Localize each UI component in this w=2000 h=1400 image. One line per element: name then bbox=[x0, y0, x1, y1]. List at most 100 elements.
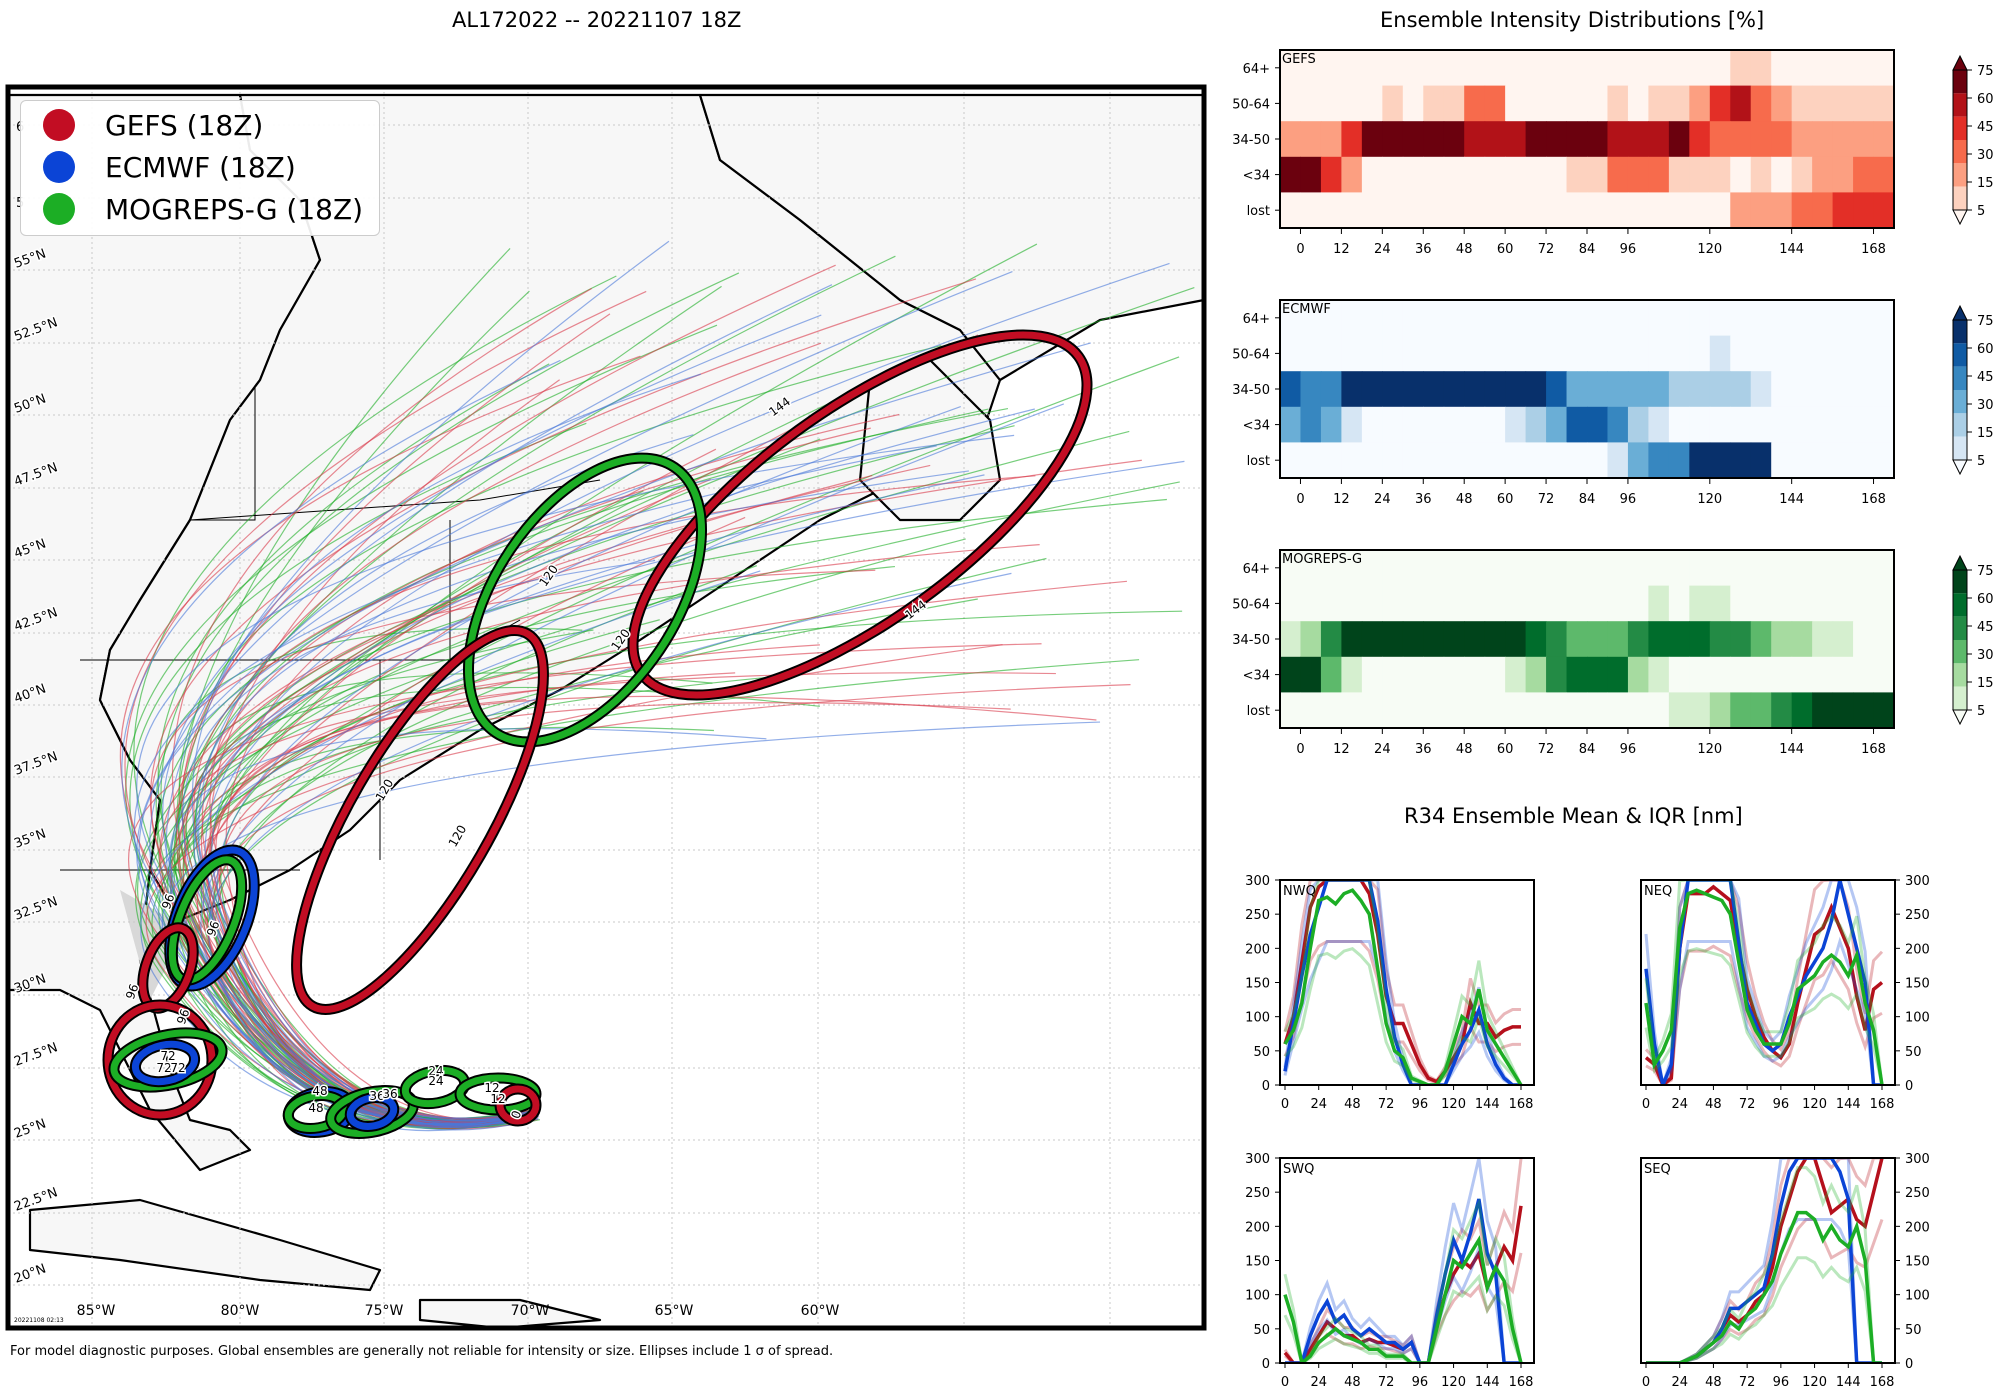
heatmap-cell bbox=[1689, 406, 1711, 443]
heatmap-cell bbox=[1566, 192, 1588, 229]
heatmap-cell bbox=[1668, 192, 1690, 229]
heatmap-cell bbox=[1546, 85, 1568, 122]
heatmap-cell bbox=[1853, 192, 1875, 229]
heatmap-cell bbox=[1361, 442, 1383, 479]
r34-y-label: 100 bbox=[1245, 1289, 1270, 1304]
heatmap-cell bbox=[1730, 621, 1752, 658]
r34-x-label: 72 bbox=[1739, 1097, 1756, 1112]
heatmap-cell bbox=[1689, 121, 1711, 158]
intensity-panel-ecmwf: ECMWF 64+ 50-64 34-50 <34 lost 0 12 24 36 48 60 72 84… bbox=[1232, 299, 1994, 507]
heatmap-cell bbox=[1627, 335, 1649, 372]
heatmap-row-label: <34 bbox=[1243, 419, 1270, 434]
heatmap-x-label: 36 bbox=[1415, 492, 1432, 507]
heatmap-cell bbox=[1300, 656, 1322, 693]
heatmap-cell bbox=[1709, 300, 1731, 337]
r34-y-label: 300 bbox=[1905, 1152, 1930, 1167]
colorbar-tick-label: 75 bbox=[1977, 314, 1994, 329]
heatmap-cell bbox=[1832, 156, 1854, 193]
r34-y-label: 250 bbox=[1905, 1186, 1930, 1201]
heatmap-cell bbox=[1464, 585, 1486, 622]
heatmap-cell bbox=[1505, 656, 1527, 693]
ensemble-track-line bbox=[168, 474, 985, 1126]
heatmap-cell bbox=[1689, 442, 1711, 479]
heatmap-cell bbox=[1300, 156, 1322, 193]
heatmap-row-label: lost bbox=[1247, 454, 1270, 469]
heatmap-cell bbox=[1423, 85, 1445, 122]
colorbar-max-arrow bbox=[1952, 554, 1968, 571]
heatmap-cell bbox=[1648, 85, 1670, 122]
heatmap-cell bbox=[1402, 406, 1424, 443]
heatmap-cell bbox=[1402, 335, 1424, 372]
heatmap-cell bbox=[1484, 335, 1506, 372]
heatmap-cell bbox=[1648, 406, 1670, 443]
heatmap-cell bbox=[1525, 442, 1547, 479]
heatmap-cell bbox=[1505, 300, 1527, 337]
heatmap-cell bbox=[1873, 406, 1895, 443]
heatmap-x-label: 96 bbox=[1620, 742, 1637, 757]
heatmap-cell bbox=[1607, 371, 1629, 408]
heatmap-cell bbox=[1607, 406, 1629, 443]
heatmap-cell bbox=[1320, 85, 1342, 122]
colorbar-tick-label: 30 bbox=[1977, 648, 1994, 663]
intensity-panel-gefs: GEFS 64+ 50-64 34-50 <34 lost 0 12 24 36 48 60 72 84 9… bbox=[1232, 49, 1994, 257]
heatmap-cell bbox=[1361, 192, 1383, 229]
heatmap-cell bbox=[1546, 192, 1568, 229]
colorbar-segment bbox=[1953, 686, 1967, 710]
heatmap-cell bbox=[1812, 192, 1834, 229]
heatmap-cell bbox=[1280, 406, 1301, 443]
heatmap-cell bbox=[1361, 335, 1383, 372]
heatmap-cell bbox=[1812, 692, 1834, 729]
heatmap-cell bbox=[1587, 442, 1608, 479]
heatmap-cell bbox=[1853, 85, 1875, 122]
r34-x-label: 24 bbox=[1310, 1375, 1327, 1390]
heatmap-cell bbox=[1280, 585, 1301, 622]
intensity-heatmaps: GEFS 64+ 50-64 34-50 <34 lost 0 12 24 36 48 60 72 84 9… bbox=[1232, 49, 1994, 757]
r34-y-label: 300 bbox=[1245, 874, 1270, 889]
heatmap-cell bbox=[1382, 121, 1404, 158]
heatmap-cell bbox=[1648, 442, 1670, 479]
heatmap-cell bbox=[1648, 156, 1670, 193]
intensity-panel-mogreps-g: MOGREPS-G 64+ 50-64 34-50 <34 lost 0 12 24 36 48 60… bbox=[1232, 549, 1994, 757]
lon-tick-label: 65°W bbox=[655, 1303, 694, 1319]
heatmap-cell bbox=[1607, 121, 1629, 158]
heatmap-cell bbox=[1853, 121, 1875, 158]
heatmap-cell bbox=[1750, 550, 1772, 587]
heatmap-cell bbox=[1464, 50, 1486, 87]
heatmap-cell bbox=[1484, 621, 1506, 658]
r34-x-label: 96 bbox=[1773, 1097, 1790, 1112]
heatmap-row-label: lost bbox=[1247, 204, 1270, 219]
r34-y-label: 200 bbox=[1245, 942, 1270, 957]
heatmap-cell bbox=[1689, 656, 1711, 693]
heatmap-cell bbox=[1361, 50, 1383, 87]
heatmap-cell bbox=[1505, 692, 1527, 729]
heatmap-cell bbox=[1832, 300, 1854, 337]
heatmap-x-label: 144 bbox=[1779, 742, 1804, 757]
r34-x-label: 48 bbox=[1344, 1097, 1361, 1112]
heatmap-cell bbox=[1668, 50, 1690, 87]
heatmap-cell bbox=[1525, 300, 1547, 337]
heatmap-cell bbox=[1280, 192, 1301, 229]
heatmap-row-label: 64+ bbox=[1243, 312, 1270, 327]
heatmap-cell bbox=[1382, 621, 1404, 658]
heatmap-cell bbox=[1505, 550, 1527, 587]
colorbar-segment bbox=[1953, 593, 1967, 617]
heatmap-cell bbox=[1587, 156, 1608, 193]
heatmap-cell bbox=[1771, 85, 1793, 122]
heatmap-cell bbox=[1423, 335, 1445, 372]
heatmap-cell bbox=[1648, 656, 1670, 693]
heatmap-cell bbox=[1484, 442, 1506, 479]
heatmap-row-label: lost bbox=[1247, 704, 1270, 719]
heatmap-cell bbox=[1566, 50, 1588, 87]
heatmap-cell bbox=[1750, 692, 1772, 729]
heatmap-cell bbox=[1361, 621, 1383, 658]
heatmap-cell bbox=[1750, 656, 1772, 693]
heatmap-cell bbox=[1341, 550, 1363, 587]
heatmap-cell bbox=[1730, 550, 1752, 587]
heatmap-cell bbox=[1607, 192, 1629, 229]
colorbar-frame bbox=[1952, 319, 1968, 461]
heatmap-cell bbox=[1627, 192, 1649, 229]
heatmap-cell bbox=[1300, 300, 1322, 337]
heatmap-cell bbox=[1443, 585, 1465, 622]
heatmap-cell bbox=[1689, 335, 1711, 372]
colorbar-tick-label: 45 bbox=[1977, 370, 1994, 385]
